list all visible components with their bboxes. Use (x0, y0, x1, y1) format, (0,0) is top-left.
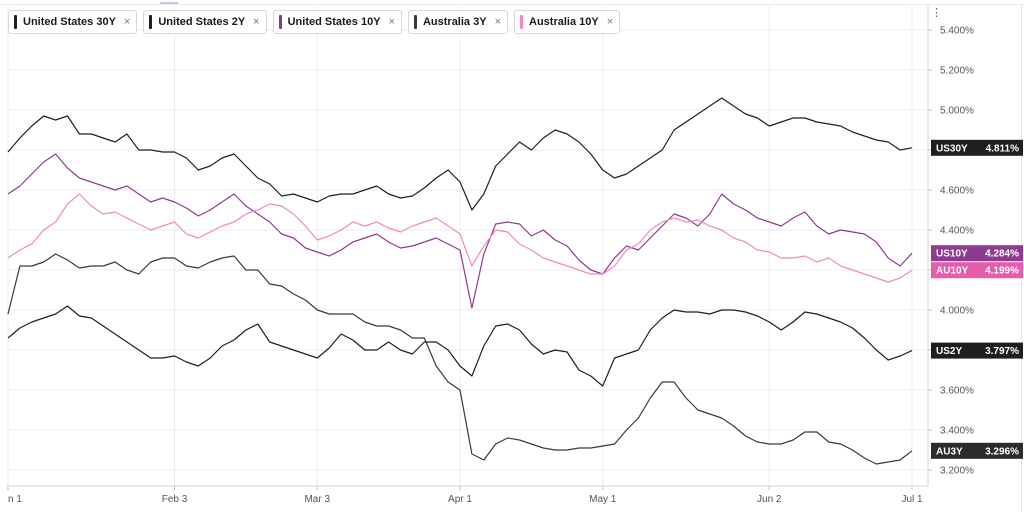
y-tick-label: 5.000% (940, 106, 974, 117)
y-tick-label: 3.200% (940, 466, 974, 477)
close-icon[interactable]: × (388, 16, 395, 28)
y-tick-label: 5.400% (940, 26, 974, 37)
close-icon[interactable]: × (606, 16, 614, 28)
legend-item-us30y[interactable]: United States 30Y × (8, 10, 138, 34)
series-points-au10y (7, 193, 913, 283)
value-badge-us2y (931, 342, 1023, 359)
legend-label: Australia 10Y (529, 16, 599, 28)
badge-series-label: AU3Y (936, 446, 963, 457)
series-swatch (520, 15, 523, 29)
close-icon[interactable]: × (494, 16, 501, 28)
legend-item-au3y[interactable]: Australia 3Y × (407, 10, 508, 34)
y-tick-label: 4.000% (940, 306, 974, 317)
legend: United States 30Y × United States 2Y × U… (8, 10, 621, 34)
badge-last-value: 3.797% (985, 346, 1019, 357)
value-badge-us30y (931, 139, 1023, 156)
value-badge-au10y (931, 262, 1023, 279)
series-swatch (149, 15, 153, 29)
series-points-us2y (7, 305, 913, 387)
legend-label: United States 30Y (23, 16, 116, 28)
series-swatch (278, 15, 282, 29)
more-options-icon[interactable]: ⋮ (931, 7, 942, 19)
y-tick-label: 3.600% (940, 386, 974, 397)
legend-label: United States 10Y (287, 16, 381, 28)
badge-series-label: US30Y (936, 143, 968, 154)
close-icon[interactable]: × (123, 16, 131, 28)
close-icon[interactable]: × (253, 16, 260, 28)
legend-item-us10y[interactable]: United States 10Y × (272, 10, 402, 34)
badge-last-value: 4.811% (986, 143, 1019, 154)
x-tick-label: May 1 (589, 494, 617, 505)
x-tick-label: Jun 2 (757, 494, 782, 505)
value-badge-us10y (931, 245, 1023, 262)
series-swatch (413, 15, 417, 29)
y-tick-label: 4.600% (940, 186, 974, 197)
top-border (0, 4, 1024, 5)
badge-series-label: AU10Y (936, 266, 969, 277)
legend-item-au10y[interactable]: Australia 10Y × (514, 10, 621, 34)
legend-item-us2y[interactable]: United States 2Y × (143, 10, 267, 34)
badge-last-value: 4.284% (985, 249, 1019, 260)
badge-series-label: US10Y (936, 249, 968, 260)
badge-last-value: 3.296% (985, 446, 1019, 457)
legend-label: Australia 3Y (422, 16, 487, 28)
series-points-us30y (7, 97, 913, 211)
series-swatch (14, 15, 17, 29)
value-badge-au3y (931, 442, 1023, 459)
x-tick-label: n 1 (8, 494, 22, 505)
series-points-au3y (7, 253, 913, 465)
x-tick-label: Jul 1 (901, 494, 923, 505)
x-tick-label: Apr 1 (448, 494, 472, 505)
legend-label: United States 2Y (158, 16, 246, 28)
y-tick-label: 3.400% (940, 426, 974, 437)
x-tick-label: Mar 3 (304, 494, 330, 505)
badge-series-label: US2Y (936, 346, 962, 357)
badge-last-value: 4.199% (985, 266, 1019, 277)
y-tick-label: 4.400% (940, 226, 974, 237)
x-tick-label: Feb 3 (162, 494, 188, 505)
top-accent (160, 2, 178, 4)
y-tick-label: 5.200% (940, 66, 974, 77)
